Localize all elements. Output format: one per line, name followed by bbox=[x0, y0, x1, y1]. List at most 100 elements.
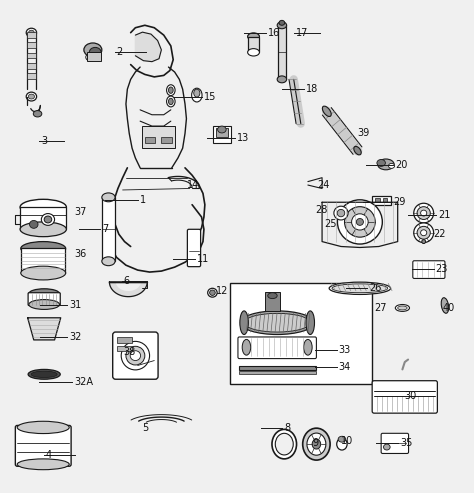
Ellipse shape bbox=[26, 92, 36, 101]
FancyBboxPatch shape bbox=[187, 229, 201, 267]
Text: 9: 9 bbox=[313, 438, 319, 448]
Ellipse shape bbox=[395, 305, 410, 312]
Text: 30: 30 bbox=[405, 391, 417, 401]
Text: 5: 5 bbox=[143, 423, 149, 433]
Text: 23: 23 bbox=[436, 264, 448, 274]
Ellipse shape bbox=[322, 106, 331, 116]
Text: 17: 17 bbox=[296, 28, 309, 37]
Ellipse shape bbox=[208, 288, 217, 297]
Text: 32: 32 bbox=[69, 332, 82, 343]
Text: 37: 37 bbox=[74, 207, 86, 217]
Text: 6: 6 bbox=[124, 276, 130, 286]
Text: 36: 36 bbox=[74, 249, 86, 259]
Polygon shape bbox=[136, 32, 161, 62]
Ellipse shape bbox=[417, 207, 430, 219]
Text: 11: 11 bbox=[197, 254, 209, 264]
Polygon shape bbox=[322, 202, 398, 247]
Ellipse shape bbox=[240, 311, 248, 334]
Ellipse shape bbox=[354, 146, 361, 155]
Polygon shape bbox=[27, 318, 61, 340]
Bar bbox=[213, 126, 231, 143]
Ellipse shape bbox=[417, 226, 430, 239]
Ellipse shape bbox=[26, 28, 36, 37]
Ellipse shape bbox=[247, 49, 259, 56]
FancyBboxPatch shape bbox=[372, 381, 438, 413]
Ellipse shape bbox=[29, 289, 60, 299]
Text: 25: 25 bbox=[324, 219, 337, 229]
Text: 13: 13 bbox=[237, 133, 249, 143]
Text: 39: 39 bbox=[357, 129, 370, 139]
Bar bbox=[27, 53, 36, 59]
Ellipse shape bbox=[102, 193, 115, 202]
Bar bbox=[20, 207, 66, 229]
Ellipse shape bbox=[383, 444, 390, 450]
Text: 28: 28 bbox=[315, 205, 328, 214]
Ellipse shape bbox=[398, 306, 407, 310]
Ellipse shape bbox=[28, 30, 34, 35]
Text: 20: 20 bbox=[395, 160, 408, 171]
Text: 2: 2 bbox=[117, 47, 123, 57]
Ellipse shape bbox=[89, 47, 101, 57]
Text: 10: 10 bbox=[341, 436, 353, 446]
Ellipse shape bbox=[422, 240, 426, 244]
FancyBboxPatch shape bbox=[413, 261, 445, 279]
Bar bbox=[216, 128, 228, 138]
Ellipse shape bbox=[337, 438, 347, 450]
Text: 33: 33 bbox=[338, 345, 351, 355]
Ellipse shape bbox=[268, 293, 277, 299]
Ellipse shape bbox=[28, 369, 60, 379]
Ellipse shape bbox=[41, 213, 55, 225]
Ellipse shape bbox=[304, 339, 312, 355]
Ellipse shape bbox=[44, 216, 52, 223]
Ellipse shape bbox=[277, 22, 287, 29]
Bar bbox=[161, 138, 172, 143]
Bar bbox=[27, 32, 36, 37]
Ellipse shape bbox=[244, 314, 310, 332]
Text: 27: 27 bbox=[374, 303, 387, 313]
Ellipse shape bbox=[306, 311, 315, 334]
Text: 34: 34 bbox=[338, 362, 351, 372]
Ellipse shape bbox=[218, 126, 226, 133]
Text: 21: 21 bbox=[438, 210, 450, 219]
Ellipse shape bbox=[275, 433, 293, 455]
Ellipse shape bbox=[337, 200, 383, 244]
Ellipse shape bbox=[28, 94, 35, 99]
Ellipse shape bbox=[29, 220, 38, 228]
Ellipse shape bbox=[303, 428, 330, 460]
Text: 12: 12 bbox=[216, 286, 228, 296]
Text: 32A: 32A bbox=[74, 377, 93, 387]
Ellipse shape bbox=[168, 98, 173, 105]
Ellipse shape bbox=[86, 54, 95, 61]
Ellipse shape bbox=[277, 76, 287, 83]
Ellipse shape bbox=[378, 159, 394, 170]
FancyBboxPatch shape bbox=[238, 337, 317, 358]
Ellipse shape bbox=[102, 257, 115, 266]
Ellipse shape bbox=[338, 436, 346, 442]
Ellipse shape bbox=[21, 266, 66, 280]
Ellipse shape bbox=[126, 346, 145, 365]
Ellipse shape bbox=[130, 351, 141, 360]
Ellipse shape bbox=[121, 341, 150, 370]
FancyBboxPatch shape bbox=[381, 433, 409, 454]
Ellipse shape bbox=[414, 203, 434, 223]
Ellipse shape bbox=[242, 339, 251, 355]
Bar bbox=[27, 63, 36, 69]
Bar bbox=[375, 198, 380, 202]
Text: 24: 24 bbox=[318, 180, 330, 190]
Ellipse shape bbox=[191, 88, 202, 102]
Bar bbox=[278, 25, 286, 79]
Text: 16: 16 bbox=[268, 28, 280, 37]
Ellipse shape bbox=[21, 242, 66, 255]
Ellipse shape bbox=[166, 85, 175, 96]
Ellipse shape bbox=[389, 163, 395, 168]
Ellipse shape bbox=[329, 282, 391, 294]
Bar bbox=[142, 126, 174, 148]
Ellipse shape bbox=[29, 300, 60, 310]
Ellipse shape bbox=[334, 206, 348, 220]
Text: 29: 29 bbox=[393, 197, 405, 207]
Text: 18: 18 bbox=[306, 84, 318, 94]
Text: 8: 8 bbox=[284, 423, 291, 433]
Ellipse shape bbox=[194, 89, 200, 97]
Bar bbox=[239, 366, 316, 370]
Text: 4: 4 bbox=[46, 451, 52, 460]
